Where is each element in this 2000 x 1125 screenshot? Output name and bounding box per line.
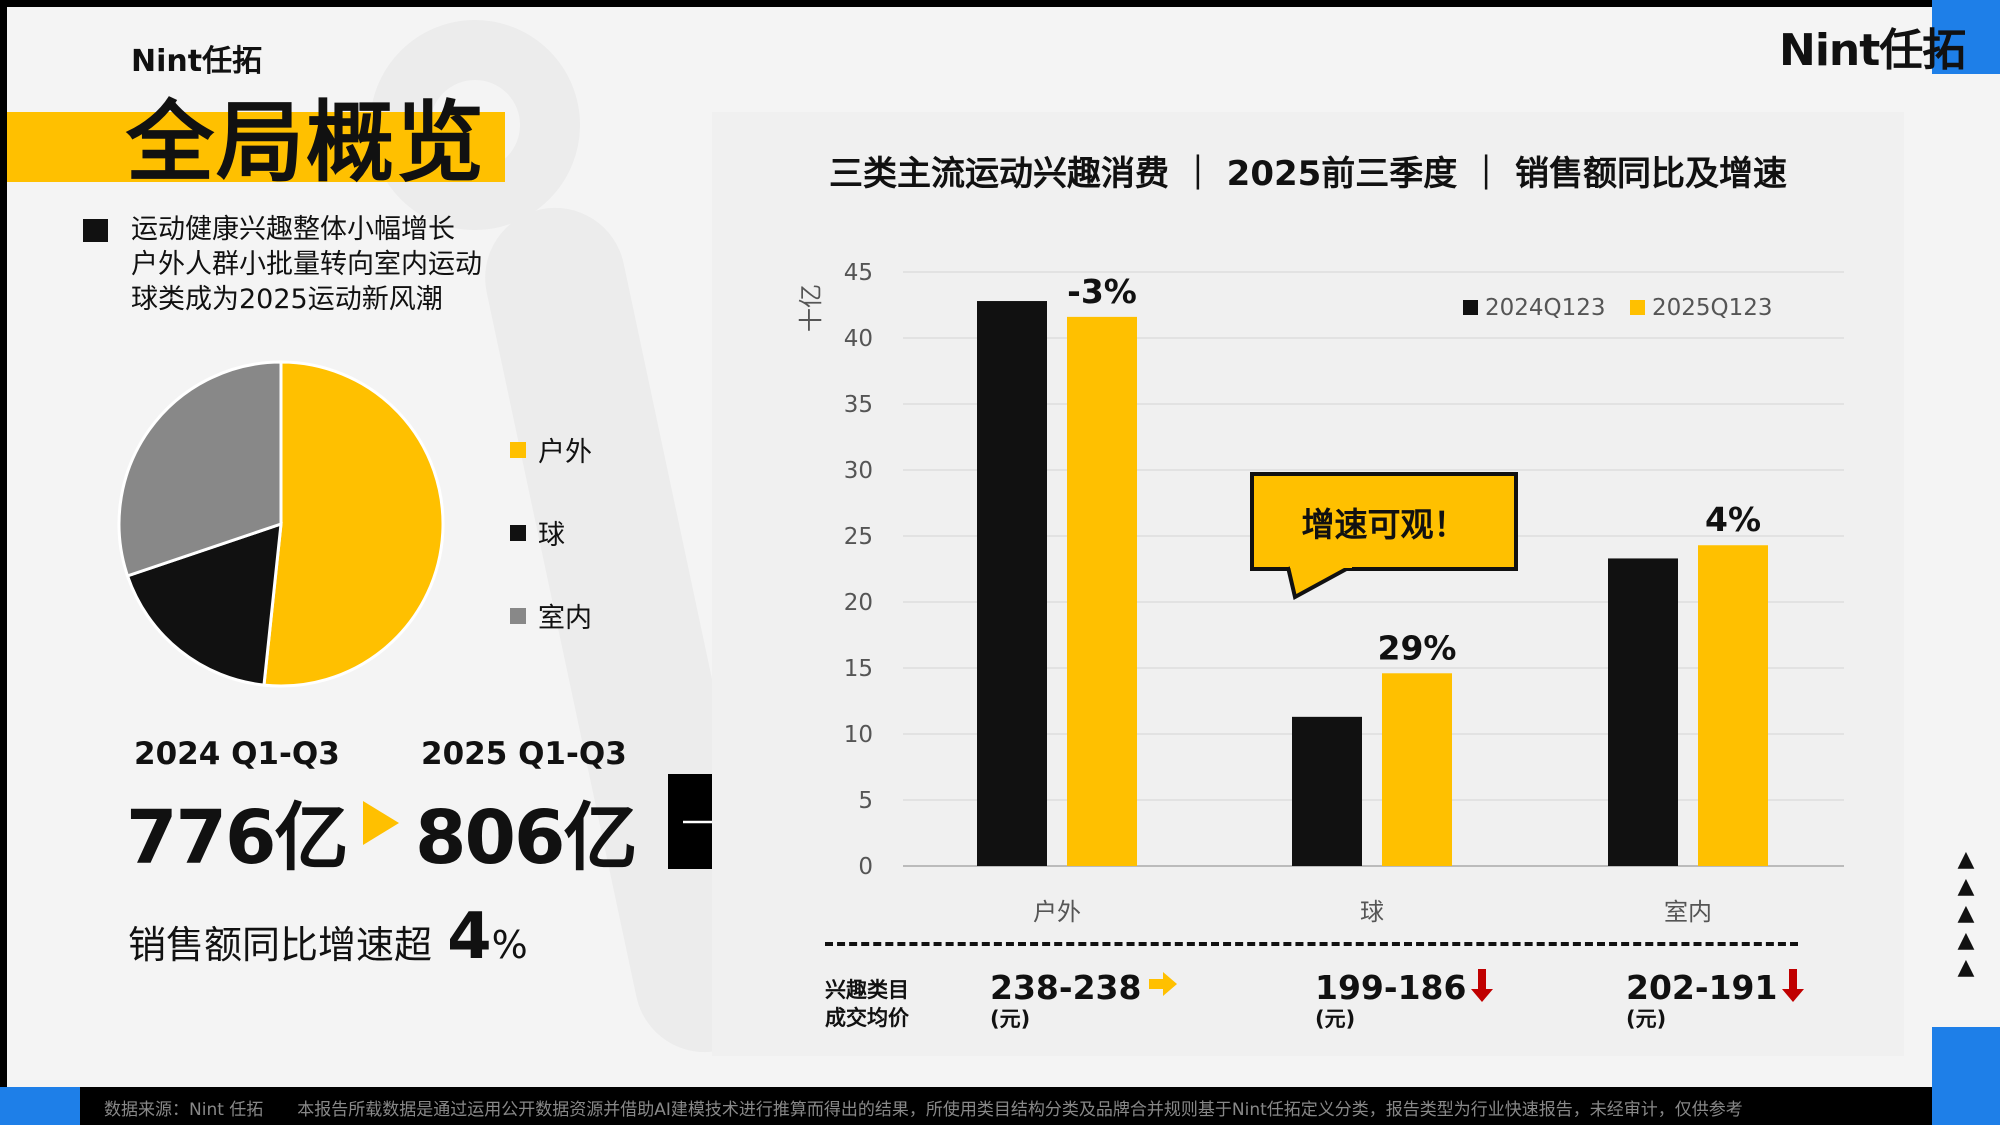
legend-swatch — [1463, 300, 1478, 315]
growth-text: 销售额同比增速超 — [128, 923, 433, 967]
data-label: -3% — [1067, 272, 1137, 311]
y-tick-label: 20 — [844, 590, 873, 616]
chart-title: 三类主流运动兴趣消费 ｜ 2025前三季度 ｜ 销售额同比及增速 — [829, 154, 1787, 194]
bar-球-2024Q123 — [1292, 716, 1362, 866]
legend-label: 室内 — [538, 603, 592, 634]
legend-label: 2025Q123 — [1652, 295, 1773, 321]
pie-slice-0 — [262, 360, 445, 688]
x-tick-label: 户外 — [1033, 898, 1081, 926]
data-label: 4% — [1705, 500, 1761, 539]
price-item: 202-191 (元) — [1626, 968, 1805, 1033]
price-unit: (元) — [1315, 1007, 1356, 1031]
top-border — [0, 0, 2000, 7]
y-tick-label: 0 — [858, 854, 873, 880]
kpi-prev-value: 776亿 — [126, 795, 348, 881]
bar-chart: 0 5 10 15 20 25 30 35 40 45 十亿 -3% 户外 29% 球 4% 室内 2024Q12… — [797, 260, 1844, 926]
growth-number: 4 — [447, 900, 492, 974]
pie-legend-item: 球 — [510, 513, 565, 552]
blue-block-bottom — [1932, 1027, 2000, 1087]
footer — [0, 1087, 2000, 1125]
x-tick-label: 球 — [1360, 898, 1384, 926]
y-tick-label: 15 — [844, 656, 873, 682]
dashed-divider — [825, 942, 1798, 946]
pie-slice-2 — [117, 360, 283, 578]
legend-label: 2024Q123 — [1485, 295, 1606, 321]
y-tick-label: 30 — [844, 458, 873, 484]
footer-text: 数据来源：Nint 任拓 本报告所载数据是通过运用公开数据资源并借助AI建模技术… — [104, 1100, 1743, 1120]
title-bar — [7, 112, 505, 182]
blue-block-top — [1932, 0, 2000, 74]
y-tick-label: 10 — [844, 722, 873, 748]
price-item: 199-186 (元) — [1315, 968, 1494, 1033]
pie-chart — [117, 360, 445, 688]
growth-unit: % — [491, 923, 528, 967]
y-tick-label: 40 — [844, 326, 873, 352]
triangle-decoration: ▲ ▲ ▲ ▲ ▲ — [1957, 847, 1975, 980]
summary-line: 户外人群小批量转向室内运动 — [131, 249, 482, 280]
legend-swatch — [510, 524, 526, 541]
footer-blue-block — [1932, 1087, 2000, 1125]
bar-室内-2024Q123 — [1608, 558, 1678, 866]
y-tick-label: 25 — [844, 524, 873, 550]
arrow-down-icon — [1782, 969, 1805, 1002]
summary-line: 运动健康兴趣整体小幅增长 — [131, 214, 455, 245]
y-tick-label: 35 — [844, 392, 873, 418]
arrow-down-icon — [1471, 969, 1494, 1002]
legend-swatch — [510, 441, 526, 458]
price-value: 202-191 — [1626, 968, 1778, 1007]
play-arrow-icon — [363, 801, 399, 845]
price-label: 兴趣类目 成交均价 — [825, 976, 909, 1032]
page-title: 全局概览 — [126, 91, 487, 194]
summary-line: 球类成为2025运动新风潮 — [131, 284, 443, 315]
callout-tail — [1286, 565, 1352, 601]
logo-small: Nint任拓 — [131, 44, 263, 79]
left-border — [0, 0, 7, 1090]
logo-big: Nint任拓 — [1779, 25, 1966, 76]
kpi-prev-label: 2024 Q1-Q3 — [134, 736, 340, 772]
legend-label: 球 — [538, 520, 565, 551]
bar-户外-2025Q123 — [1067, 316, 1137, 866]
y-tick-label: 5 — [858, 788, 873, 814]
callout-text: 增速可观！ — [1301, 504, 1467, 544]
price-item: 238-238 (元) — [990, 968, 1179, 1033]
legend-label: 户外 — [538, 437, 592, 468]
legend-swatch — [1630, 300, 1645, 315]
price-label-line: 兴趣类目 — [825, 978, 909, 1002]
x-tick-label: 室内 — [1664, 898, 1712, 926]
callout: 增速可观！ — [1250, 472, 1518, 571]
bar-户外-2024Q123 — [977, 301, 1047, 866]
price-unit: (元) — [1626, 1007, 1667, 1031]
data-label: 29% — [1378, 628, 1457, 667]
y-tick-label: 45 — [844, 260, 873, 286]
legend-swatch — [510, 607, 526, 624]
kpi-curr-label: 2025 Q1-Q3 — [421, 736, 627, 772]
growth-line: 销售额同比增速超 4% — [128, 900, 528, 974]
pie-legend-item: 户外 — [510, 430, 592, 469]
pie-legend-item: 室内 — [510, 596, 592, 635]
summary: 运动健康兴趣整体小幅增长 户外人群小批量转向室内运动 球类成为2025运动新风潮 — [131, 212, 482, 317]
price-value: 199-186 — [1315, 968, 1467, 1007]
bullet-square — [83, 219, 108, 242]
price-unit: (元) — [990, 1007, 1031, 1031]
price-label-line: 成交均价 — [825, 1006, 909, 1030]
bar-球-2025Q123 — [1382, 673, 1452, 866]
y-axis-label: 十亿 — [797, 284, 825, 332]
kpi-curr-value: 806亿 — [415, 795, 637, 881]
arrow-right-icon — [1149, 972, 1178, 996]
bar-室内-2025Q123 — [1698, 545, 1768, 866]
footer-blue-block — [0, 1087, 80, 1125]
price-value: 238-238 — [990, 968, 1142, 1007]
